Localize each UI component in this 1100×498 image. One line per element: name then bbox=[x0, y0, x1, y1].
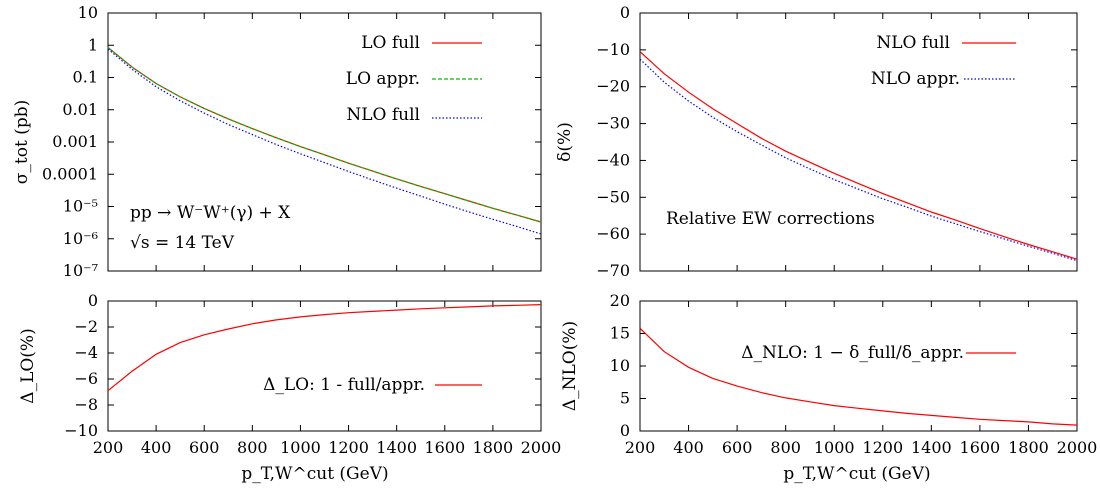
series-line-nlo-full bbox=[107, 48, 542, 235]
lines-delta-lo bbox=[107, 304, 542, 392]
y-tick-label: −60 bbox=[596, 224, 630, 243]
y-tick-label: 0.0001 bbox=[42, 164, 98, 183]
legend-label-lo-appr: LO appr. bbox=[346, 69, 420, 89]
x-tick-label: 1400 bbox=[376, 438, 417, 457]
y-tick-label: −6 bbox=[74, 369, 98, 388]
y-tick-label: −2 bbox=[74, 317, 98, 336]
y-axis-label-delta-lo: Δ_LO(%) bbox=[18, 328, 38, 403]
relative-annotation: Relative EW corrections bbox=[666, 209, 875, 229]
y-tick-label: 0 bbox=[620, 421, 630, 440]
legend-label-nlo-full: NLO full bbox=[346, 105, 420, 125]
y-tick-label: −10 bbox=[596, 40, 630, 59]
y-tick-label: 1 bbox=[88, 35, 98, 54]
x-tick-label: 600 bbox=[722, 438, 753, 457]
x-tick-label: 1600 bbox=[424, 438, 465, 457]
y-tick-label: 20 bbox=[610, 291, 630, 310]
lines-delta bbox=[639, 51, 1078, 262]
series-line--lo-1-full-appr- bbox=[107, 304, 542, 392]
plot-frame bbox=[639, 300, 1078, 432]
series-line-lo-appr- bbox=[107, 47, 542, 223]
x-tick-label: 2000 bbox=[521, 438, 562, 457]
y-tick-label: 10 bbox=[610, 356, 630, 375]
y-tick-label: 15 bbox=[610, 324, 630, 343]
process-annotation: pp → W⁻W⁺(γ) + X bbox=[130, 203, 291, 223]
y-axis-label-delta-nlo: Δ_NLO(%) bbox=[560, 321, 580, 411]
y-tick-label: 0.01 bbox=[62, 100, 98, 119]
x-tick-label: 1600 bbox=[960, 438, 1001, 457]
x-tick-label: 2000 bbox=[1057, 438, 1098, 457]
y-tick-label: −30 bbox=[596, 114, 630, 133]
y-tick-label: −8 bbox=[74, 395, 98, 414]
legend-label-delta-nlo: Δ_NLO: 1 − δ_full/δ_appr. bbox=[741, 343, 964, 363]
legend-label-lo-full: LO full bbox=[361, 33, 420, 53]
series-line-nlo-appr- bbox=[639, 58, 1078, 262]
plot-frame bbox=[107, 300, 542, 432]
x-tick-label: 600 bbox=[189, 438, 220, 457]
y-tick-label: −10 bbox=[64, 421, 98, 440]
y-tick-label: 10⁻⁵ bbox=[63, 197, 98, 216]
x-tick-label: 1000 bbox=[280, 438, 321, 457]
y-tick-label: 0.1 bbox=[73, 68, 98, 87]
x-tick-label: 1800 bbox=[473, 438, 514, 457]
panel-delta: 0 −10 −20 −30 −40 −50 −60 −70 NLO full NLO appr… bbox=[555, 3, 1078, 280]
x-axis-label-left: p_T,W^cut (GeV) bbox=[241, 464, 388, 484]
x-tick-label: 1000 bbox=[814, 438, 855, 457]
series-line-lo-full bbox=[107, 47, 542, 223]
y-tick-label: 0 bbox=[620, 3, 630, 22]
lines-delta-nlo bbox=[639, 327, 1078, 426]
y-tick-label: 5 bbox=[620, 389, 630, 408]
x-tick-label: 1800 bbox=[1008, 438, 1049, 457]
y-tick-label: 0 bbox=[88, 291, 98, 310]
x-tick-label: 1200 bbox=[328, 438, 369, 457]
legend-label-delta-lo: Δ_LO: 1 - full/appr. bbox=[263, 375, 425, 395]
panel-sigma: 10 1 0.1 0.01 0.001 0.0001 10⁻⁵ 10⁻⁶ 10⁻⁷ LO ful… bbox=[12, 3, 542, 280]
plot-frame bbox=[639, 12, 1078, 272]
y-tick-label: 10⁻⁶ bbox=[63, 229, 98, 248]
y-tick-label: −50 bbox=[596, 187, 630, 206]
ticks-delta: 0 −10 −20 −30 −40 −50 −60 −70 bbox=[596, 3, 1078, 280]
legend-label-nlo-appr: NLO appr. bbox=[871, 69, 960, 89]
x-tick-label: 400 bbox=[141, 438, 172, 457]
x-tick-label: 200 bbox=[625, 438, 656, 457]
series-line-nlo-full bbox=[639, 51, 1078, 260]
legend-label-nlo-full: NLO full bbox=[876, 33, 950, 53]
y-axis-label-delta: δ(%) bbox=[555, 122, 575, 162]
y-tick-label: −40 bbox=[596, 150, 630, 169]
x-tick-label: 800 bbox=[770, 438, 801, 457]
y-tick-label: 10 bbox=[78, 3, 98, 22]
y-tick-label: −20 bbox=[596, 77, 630, 96]
lines-sigma bbox=[107, 47, 542, 235]
x-tick-label: 400 bbox=[673, 438, 704, 457]
y-tick-label: −4 bbox=[74, 343, 98, 362]
ticks-sigma: 10 1 0.1 0.01 0.001 0.0001 10⁻⁵ 10⁻⁶ 10⁻⁷ bbox=[42, 3, 542, 280]
y-tick-label: −70 bbox=[596, 261, 630, 280]
y-tick-label: 10⁻⁷ bbox=[63, 261, 98, 280]
x-tick-label: 1200 bbox=[862, 438, 903, 457]
y-axis-label-sigma: σ_tot (pb) bbox=[12, 100, 32, 184]
x-tick-label: 800 bbox=[237, 438, 268, 457]
energy-annotation: √s = 14 TeV bbox=[130, 233, 235, 253]
x-tick-label: 1400 bbox=[911, 438, 952, 457]
series-line--nlo-1-full-appr- bbox=[639, 327, 1078, 426]
y-tick-label: 0.001 bbox=[52, 132, 98, 151]
x-tick-label: 200 bbox=[93, 438, 124, 457]
x-axis-label-right: p_T,W^cut (GeV) bbox=[783, 464, 930, 484]
